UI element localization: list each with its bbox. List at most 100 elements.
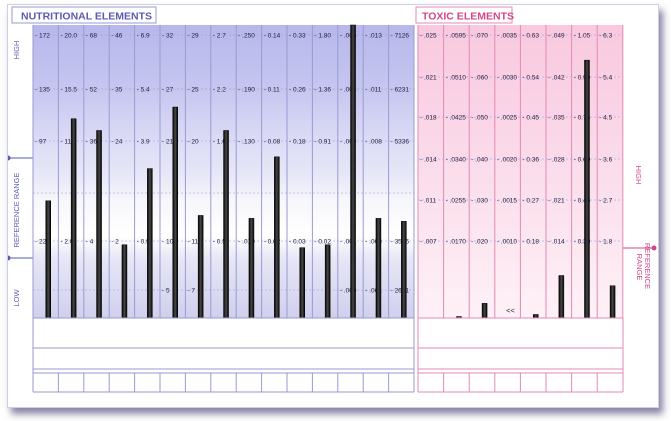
- tick-label: - 4: [86, 239, 94, 246]
- tick-label: - .011: [365, 87, 382, 94]
- reference-range-label: REFERENCE RANGE: [12, 172, 21, 247]
- tick-label: - 32: [162, 33, 174, 40]
- report-frame: NUTRITIONAL ELEMENTS HIGH REFERENCE RANG…: [7, 4, 659, 408]
- tick-label: - .0255: [446, 198, 467, 205]
- toxic-title-box: [415, 6, 513, 24]
- tick-label: - .000: [340, 288, 357, 295]
- bar-pb: [584, 59, 590, 319]
- tick-label: - 0.91: [314, 139, 331, 146]
- tick-label: - .004: [340, 87, 357, 94]
- elements-chart: NUTRITIONAL ELEMENTS HIGH REFERENCE RANG…: [8, 6, 657, 393]
- tick-label: - 5.4: [599, 75, 612, 82]
- tick-label: - 52: [86, 87, 98, 94]
- tick-label: - 0.36: [522, 157, 539, 164]
- tick-label: - .040: [471, 157, 488, 164]
- tick-label: - 0.30: [574, 239, 591, 246]
- tick-label: - 2651: [391, 288, 410, 295]
- tick-label: - 6.9: [137, 33, 150, 40]
- tick-label: - 68: [86, 33, 98, 40]
- tick-label: - 0.33: [289, 33, 306, 40]
- tick-label: - .025: [420, 33, 437, 40]
- tick-label: - .0595: [446, 33, 467, 40]
- tick-label: - 0.02: [314, 239, 331, 246]
- tick-label: - 6.3: [599, 33, 612, 40]
- tick-label: - 5.4: [137, 87, 150, 94]
- toxic-panel: TOXIC ELEMENTS - .025 - .021 - .018 - .014 -…: [415, 6, 657, 393]
- tick-label: - 0.54: [522, 75, 539, 82]
- tick-label: - 36: [86, 139, 98, 146]
- tick-label: - .010: [238, 239, 255, 246]
- tick-label: - 1.36: [314, 87, 331, 94]
- tick-label: - .018: [420, 115, 437, 122]
- tick-label: - 20.0: [60, 33, 77, 40]
- tick-label: - 20: [187, 139, 199, 146]
- bar-k: [121, 244, 128, 319]
- bar-mn: [248, 218, 255, 319]
- tick-label: - .014: [548, 239, 565, 246]
- tick-label: - .021: [548, 198, 565, 205]
- tick-label: - .0025: [497, 115, 518, 122]
- tick-label: - .020: [471, 239, 488, 246]
- tick-label: - .003: [365, 239, 382, 246]
- tick-label: - 1.05: [574, 33, 591, 40]
- tick-label: - .030: [471, 198, 488, 205]
- tick-label: - 0.11: [264, 87, 281, 94]
- tick-label: - .130: [238, 139, 255, 146]
- tick-label: - 11.0: [60, 139, 77, 146]
- tick-label: - .007: [420, 239, 437, 246]
- tick-label: - .250: [238, 33, 255, 40]
- tick-label: - 0.60: [574, 157, 591, 164]
- nutritional-table: [32, 317, 415, 374]
- tick-label: - 2: [111, 239, 119, 246]
- tick-label: - .005: [340, 33, 357, 40]
- tick-label: - 1.8: [599, 239, 612, 246]
- bar-ca: [45, 200, 51, 319]
- bar-cd: [558, 275, 565, 319]
- nutritional-panel: NUTRITIONAL ELEMENTS HIGH REFERENCE RANG…: [8, 6, 415, 393]
- tick-label: - 4.5: [599, 115, 612, 122]
- tick-label: - 22: [35, 239, 47, 246]
- tick-label: - 0.45: [574, 198, 591, 205]
- tick-label: - 35: [111, 87, 123, 94]
- toxic-table: [417, 317, 624, 374]
- nutritional-title-box: [11, 6, 157, 24]
- tick-label: - 7126: [391, 33, 410, 40]
- tick-label: - 0.27: [522, 198, 539, 205]
- tick-label: - .028: [548, 157, 565, 164]
- toxic-reference-range-label: REFERENCE RANGE: [635, 243, 652, 291]
- bar-zn: [172, 106, 178, 319]
- tick-label: - .060: [471, 75, 488, 82]
- bar-as: [481, 303, 488, 319]
- tick-label: - 29: [187, 33, 199, 40]
- tick-label: - 0.03: [289, 239, 306, 246]
- tick-label: - 11: [187, 239, 198, 246]
- tick-label: - 10: [162, 239, 174, 246]
- tick-label: - 0.75: [574, 115, 591, 122]
- tick-label: - 24: [111, 139, 123, 146]
- bar-hg: [533, 314, 539, 319]
- tick-label: - 2.0: [60, 239, 73, 246]
- bar-p: [197, 215, 204, 319]
- tick-label: - 7: [187, 288, 195, 295]
- bar-mo: [375, 218, 382, 319]
- tick-label: - 0.5: [213, 239, 226, 246]
- beryllium-arrow: <<: [506, 306, 515, 315]
- tick-label: - .003: [340, 139, 357, 146]
- tick-label: - .021: [420, 75, 437, 82]
- tick-label: - 2.7: [213, 33, 226, 40]
- tick-label: - 0.63: [522, 33, 539, 40]
- tick-label: - 3.6: [599, 157, 612, 164]
- tick-label: - 5336: [391, 139, 410, 146]
- tick-label: - 46: [111, 33, 123, 40]
- tick-label: - .0340: [446, 157, 467, 164]
- tick-label: - .0015: [497, 198, 518, 205]
- tick-label: - 0.90: [574, 75, 591, 82]
- tick-label: - .014: [420, 157, 437, 164]
- tick-label: - 0.9: [137, 239, 150, 246]
- tick-label: - .035: [548, 115, 565, 122]
- ref-low-dot: [8, 255, 11, 261]
- tick-label: - .001: [340, 239, 357, 246]
- bar-cr: [274, 156, 280, 319]
- tick-label: - 0.26: [289, 87, 306, 94]
- bar-b: [324, 244, 331, 319]
